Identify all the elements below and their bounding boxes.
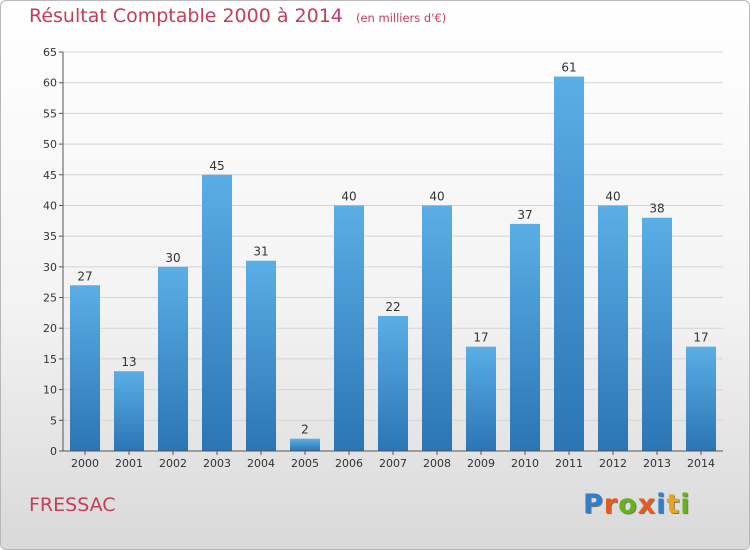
data-label-2007: 22 [385,300,400,314]
bar-2011 [554,76,584,452]
bar-2007 [378,315,408,451]
axes [59,51,723,455]
x-tick-label-2009: 2009 [467,457,495,470]
data-label-2013: 38 [649,202,664,216]
x-tick-label-2002: 2002 [159,457,187,470]
y-tick-label: 40 [43,199,57,212]
data-label-2011: 61 [561,61,576,75]
labels: 0 5 10 15 20 25 30 35 40 45 50 55 60 65 27 2000 13 2001 30… [43,46,715,470]
bar-2006 [334,205,364,451]
x-tick-label-2006: 2006 [335,457,363,470]
y-tick-label: 60 [43,77,57,90]
y-tick-label: 15 [43,353,57,366]
y-tick-label: 50 [43,138,57,151]
y-tick-label: 0 [50,445,57,458]
title-row: Résultat Comptable 2000 à 2014 (en milli… [29,5,446,27]
logo-letter: x [637,489,657,520]
x-tick-label-2011: 2011 [555,457,583,470]
logo-letter: i [656,489,667,520]
data-label-2003: 45 [209,159,224,173]
x-tick-label-2008: 2008 [423,457,451,470]
x-tick-label-2003: 2003 [203,457,231,470]
x-tick-label-2013: 2013 [643,457,671,470]
logo-letter: P [583,489,604,520]
x-tick-label-2005: 2005 [291,457,319,470]
data-label-2006: 40 [341,189,356,203]
proxiti-logo[interactable]: Proxiti [583,489,691,520]
y-tick-label: 65 [43,46,57,59]
bar-2012 [598,205,628,451]
commune-name: FRESSAC [29,494,116,516]
x-tick-label-2000: 2000 [71,457,99,470]
bar-2003 [202,174,232,451]
y-tick-label: 5 [50,414,57,427]
chart-subtitle: (en milliers d'€) [355,11,447,25]
data-label-2012: 40 [605,189,620,203]
y-tick-label: 35 [43,230,57,243]
bar-2000 [70,285,100,451]
chart-title: Résultat Comptable 2000 à 2014 [29,5,343,27]
bar-2008 [422,205,452,451]
data-label-2008: 40 [429,189,444,203]
y-tick-label: 10 [43,384,57,397]
x-tick-label-2010: 2010 [511,457,539,470]
data-label-2014: 17 [693,331,708,345]
x-tick-label-2007: 2007 [379,457,407,470]
bar-2002 [158,266,188,451]
bar-2005 [290,438,320,451]
x-tick-label-2014: 2014 [687,457,715,470]
data-label-2001: 13 [121,355,136,369]
data-label-2000: 27 [77,269,92,283]
bars [70,76,716,452]
bar-2009 [466,346,496,451]
data-label-2010: 37 [517,208,532,222]
logo-letter: r [603,489,619,520]
y-tick-label: 30 [43,261,57,274]
bar-2010 [510,223,540,451]
x-tick-label-2012: 2012 [599,457,627,470]
y-tick-label: 45 [43,169,57,182]
x-tick-label-2004: 2004 [247,457,275,470]
logo-letter: o [618,489,638,520]
x-tick-label-2001: 2001 [115,457,143,470]
logo-letter: i [680,489,691,520]
bar-2014 [686,346,716,451]
bar-2004 [246,260,276,451]
y-tick-label: 20 [43,322,57,335]
data-label-2009: 17 [473,331,488,345]
data-label-2005: 2 [301,423,309,437]
y-tick-label: 25 [43,292,57,305]
bar-2013 [642,217,672,451]
y-tick-label: 55 [43,107,57,120]
data-label-2004: 31 [253,245,268,259]
bar-2001 [114,371,144,451]
logo-letter: t [666,489,681,520]
data-label-2002: 30 [165,251,180,265]
